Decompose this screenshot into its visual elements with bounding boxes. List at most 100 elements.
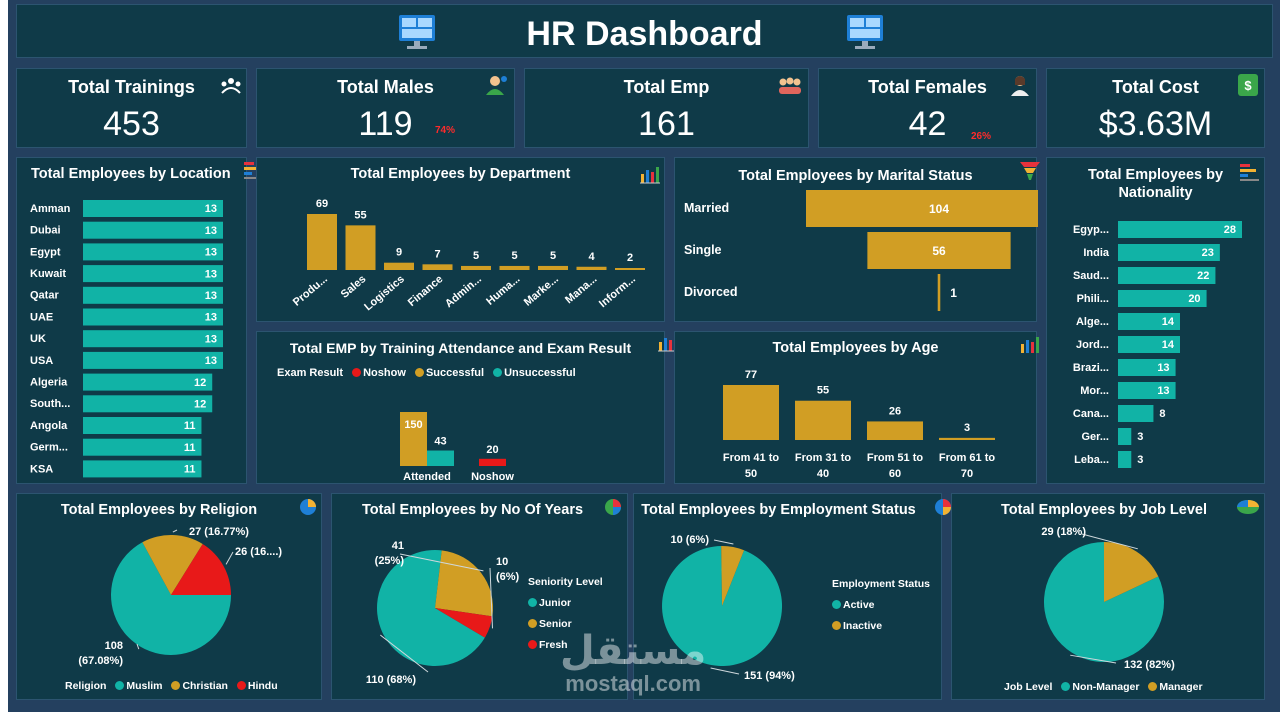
legend-item: Senior: [539, 618, 572, 630]
dashboard-monitor-icon: [399, 15, 435, 49]
data-label: 20: [1188, 293, 1200, 305]
pie-slice: [1043, 542, 1164, 662]
category-label: Married: [684, 201, 729, 215]
female-user-icon: [1011, 76, 1029, 96]
leader-line: [710, 667, 740, 675]
bar: [479, 458, 506, 466]
data-label: 43: [434, 436, 446, 448]
data-label: 13: [1157, 362, 1169, 374]
column-chart-icon: [640, 167, 660, 184]
pie-slice: [171, 544, 231, 595]
employment-panel: Total Employees by Employment Status 151…: [633, 493, 951, 700]
legend-dot-gold: [832, 621, 841, 630]
category-label: Saud...: [1073, 270, 1109, 282]
category-label: Produ...: [291, 273, 330, 309]
chart-title: Total Employees by Employment Status: [641, 502, 916, 518]
category-label: Huma...: [484, 273, 522, 308]
category-label: UAE: [30, 311, 53, 323]
leader-line: [172, 529, 178, 533]
bar: [1118, 428, 1132, 445]
bar: [1118, 405, 1154, 422]
category-label: Germ...: [30, 442, 68, 454]
bar: [427, 450, 454, 466]
pie-chart-icon: [605, 499, 621, 515]
data-label: 14: [1162, 316, 1175, 328]
data-label: 3: [964, 422, 970, 434]
category-label: Qatar: [30, 290, 59, 302]
legend-item: Hindu: [247, 680, 278, 692]
religion-panel: Total Employees by Religion 108 (67.08%) 2…: [16, 493, 322, 700]
joblevel-panel: Total Employees by Job Level 132 (82%) 29…: [951, 493, 1265, 700]
pie-slice: [721, 546, 745, 606]
bar: [499, 265, 530, 270]
data-label: 55: [354, 209, 366, 221]
category-label: From 41 to: [723, 452, 780, 464]
data-label: 108: [105, 640, 123, 652]
category-label: Mana...: [563, 273, 599, 306]
category-label: 70: [961, 468, 973, 480]
data-label: 11: [184, 442, 196, 454]
kpi-value: $3.63M: [1098, 105, 1213, 143]
pie-slice: [435, 608, 493, 638]
bar: [1118, 451, 1132, 468]
kpi-label: Total Males: [337, 77, 434, 97]
bar: [1118, 267, 1216, 284]
data-label: 13: [205, 268, 217, 280]
column-chart-icon: [1021, 337, 1039, 353]
category-label: Angola: [30, 420, 68, 432]
pie-chart-icon: [300, 499, 316, 515]
chart-title: Total Employees by Marital Status: [738, 168, 973, 184]
category-label: From 61 to: [939, 452, 996, 464]
category-label: Attended: [403, 471, 451, 483]
data-label: 11: [184, 420, 196, 432]
bar: [1118, 359, 1176, 376]
legend-dot-red: [528, 640, 537, 649]
data-label: 10: [496, 556, 508, 568]
data-label: 3: [1137, 454, 1143, 466]
category-label: Cana...: [1073, 408, 1109, 420]
data-label: 13: [205, 355, 217, 367]
category-label: Egypt: [30, 246, 61, 258]
data-label: 26: [889, 405, 901, 417]
data-label: 56: [932, 244, 946, 258]
watermark: مستقل mostaql.com: [560, 630, 706, 696]
category-label: Dubai: [30, 225, 61, 237]
pie-slice: [435, 550, 494, 617]
data-label: 5: [473, 250, 479, 262]
legend-dot-teal: [493, 368, 503, 377]
category-label: Egyp...: [1073, 224, 1109, 236]
data-label: 77: [745, 369, 757, 381]
svg-text:$: $: [1244, 78, 1252, 93]
kpi-total-females: Total Females 42 26%: [818, 68, 1037, 148]
data-label: 5: [550, 250, 556, 262]
religion-legend: Religion Muslim Christian Hindu: [65, 680, 278, 692]
bar: [83, 395, 213, 413]
kpi-total-emp: Total Emp 161: [524, 68, 809, 148]
data-label: (25%): [375, 555, 405, 567]
years-pie-chart: 110 (68%) 41 (25%) 10 (6%): [366, 540, 520, 686]
location-bar-chart: Amman 13 Dubai 13 Egypt 13 Kuwait 13 Qatar 13 UAE 1…: [30, 200, 223, 478]
category-label: From 51 to: [867, 452, 924, 464]
data-label: 13: [205, 312, 217, 324]
bar: [83, 265, 223, 283]
bar: [1118, 290, 1207, 307]
data-label: 14: [1162, 339, 1175, 351]
money-bag-icon: $: [1238, 74, 1258, 96]
legend-row: Senior: [528, 618, 603, 630]
bar: [1118, 382, 1176, 399]
bar: [83, 243, 223, 261]
leader-line: [380, 634, 429, 673]
leader-line: [136, 643, 140, 650]
kpi-label: Total Cost: [1112, 77, 1199, 97]
bar: [806, 190, 1038, 227]
data-label: 13: [205, 290, 217, 302]
male-user-icon: [486, 76, 507, 95]
data-label: 10 (6%): [670, 534, 709, 546]
nationality-panel: Total Employees by Nationality Egyp... 28…: [1046, 157, 1265, 484]
kpi-total-trainings: Total Trainings 453: [16, 68, 247, 148]
bar: [939, 437, 995, 440]
training-people-icon: [221, 78, 241, 94]
data-label: 150: [404, 419, 422, 431]
department-bar-chart: 69Produ...55Sales9Logistics7Finance5Admi…: [291, 198, 645, 313]
bar: [576, 266, 607, 270]
